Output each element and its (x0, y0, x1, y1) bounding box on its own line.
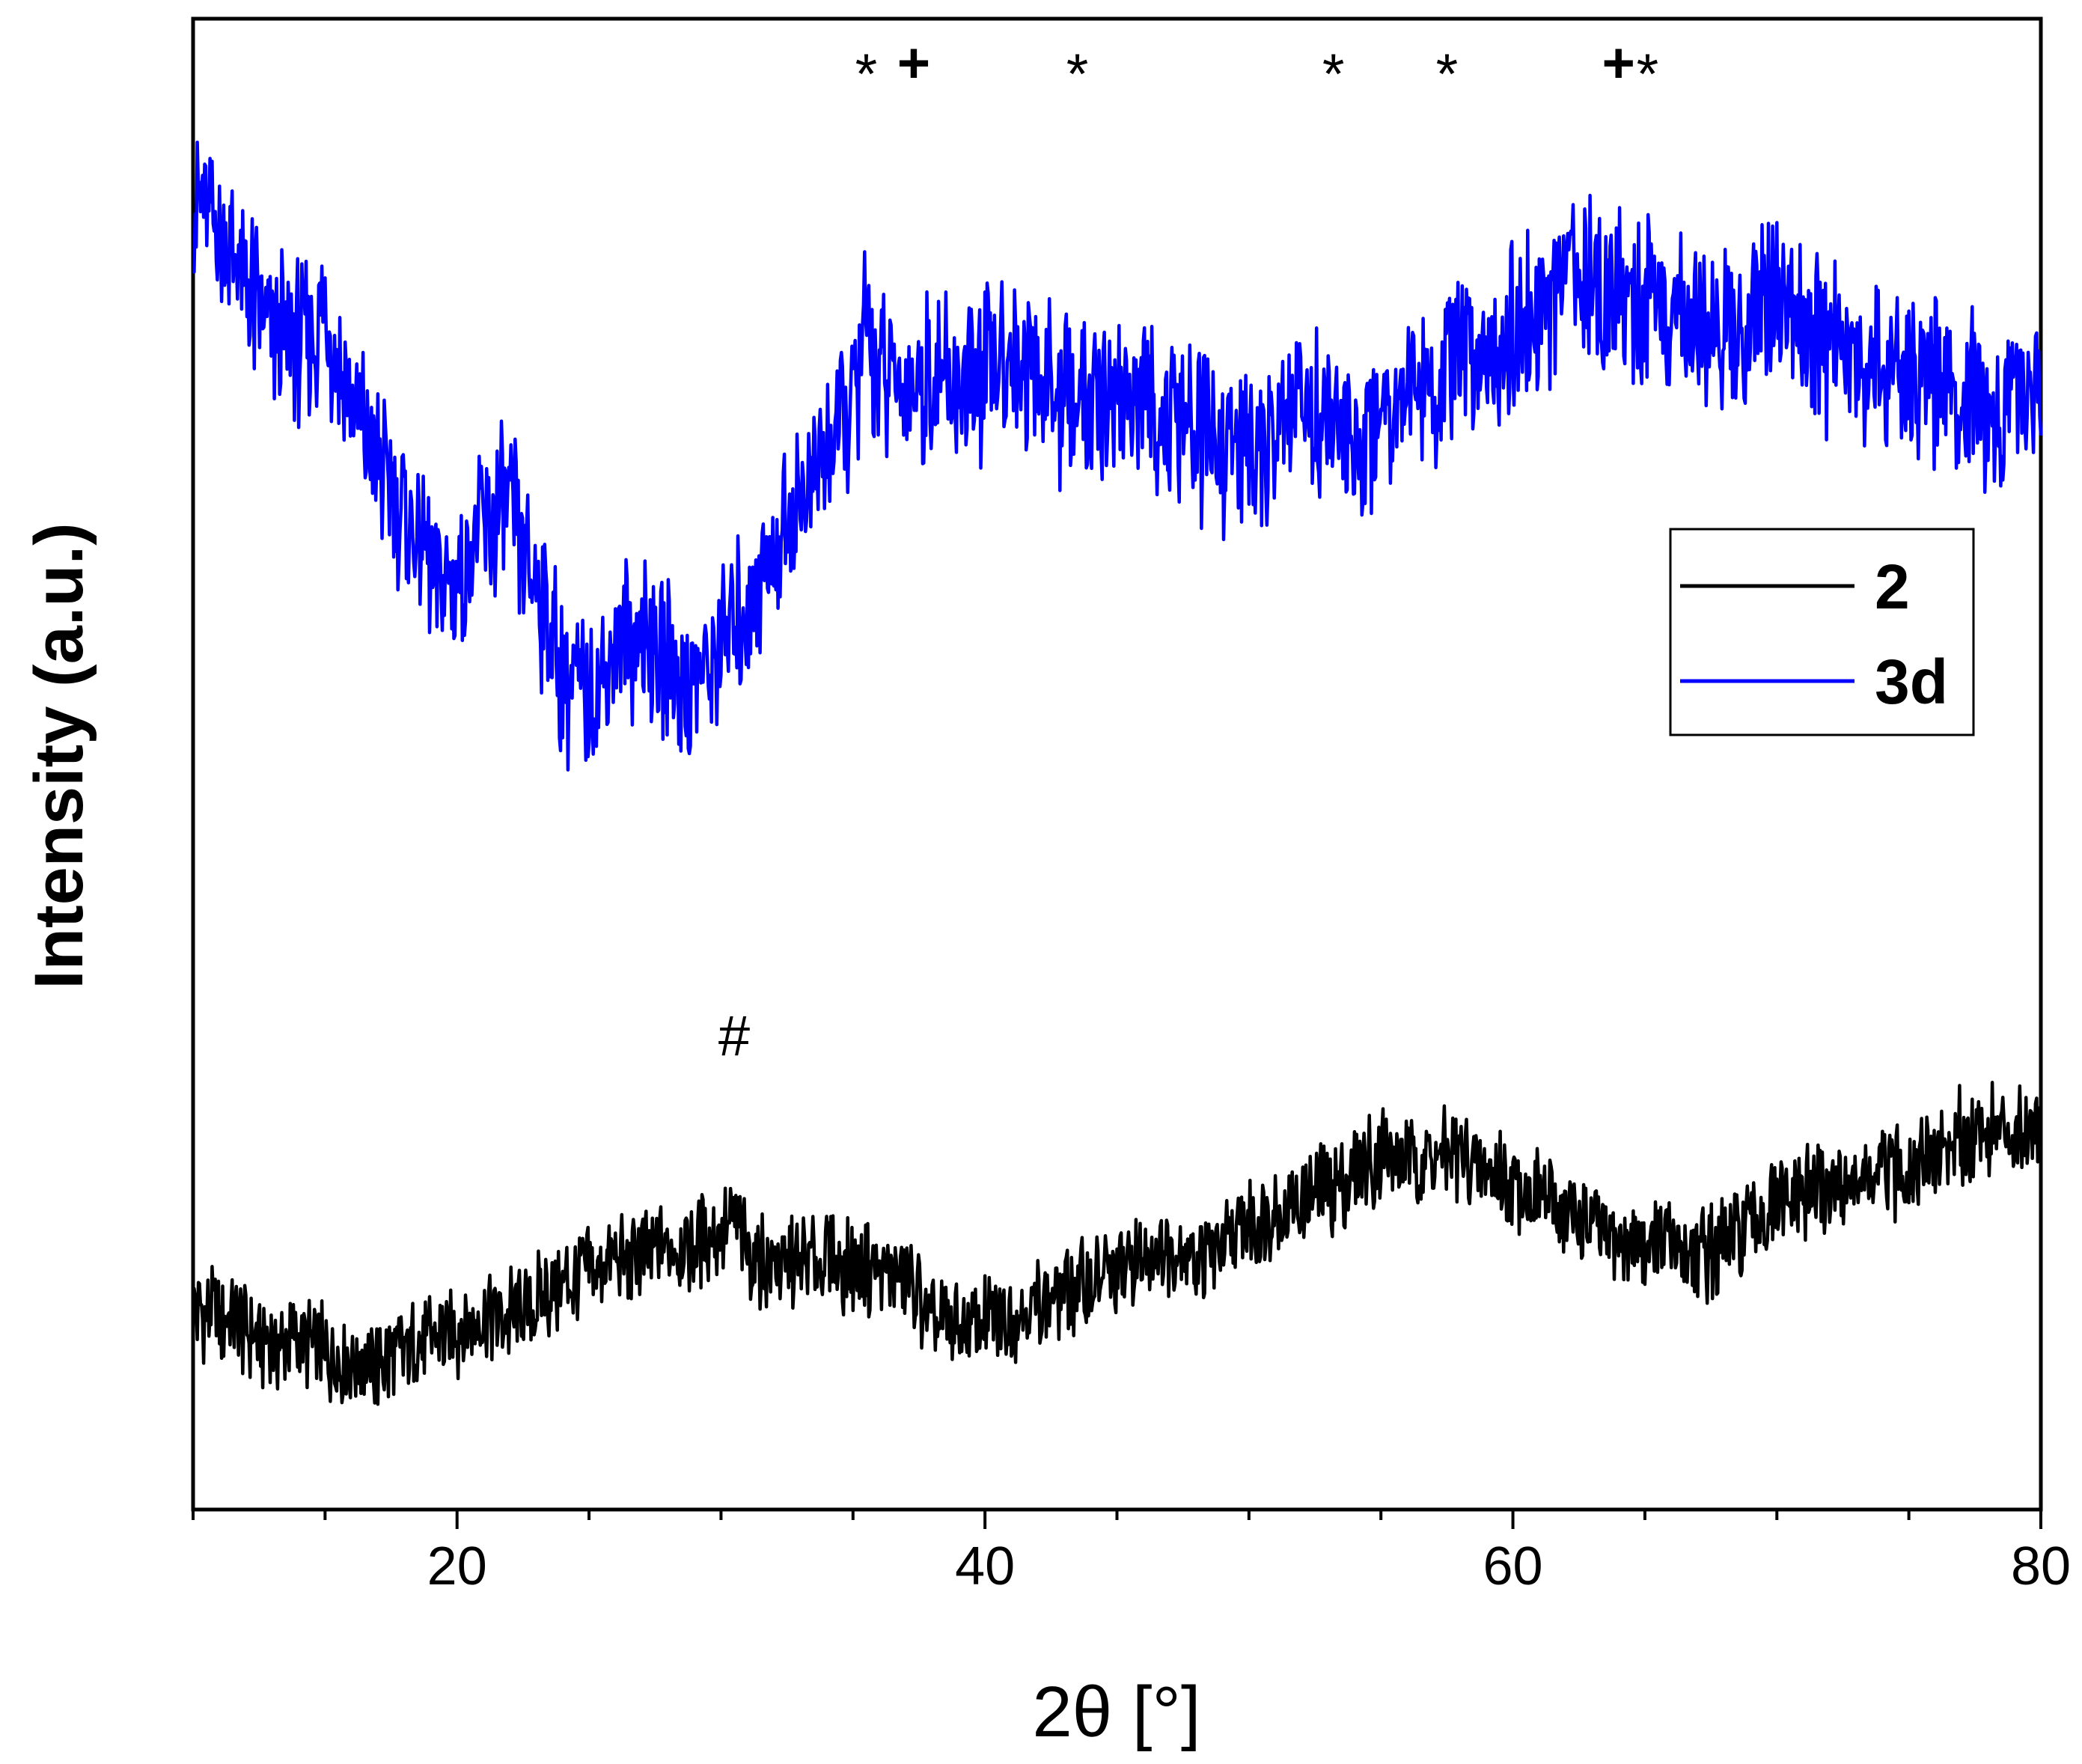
legend-box (1669, 528, 1975, 736)
x-tick-label: 20 (427, 1536, 487, 1596)
peak-annotation: + (897, 31, 930, 95)
peak-annotation: * (1637, 43, 1659, 106)
peak-annotations: * + * * * + *# (718, 31, 1658, 1068)
legend-label-3d: 3d (1875, 647, 1948, 717)
series-2-line (191, 1081, 2043, 1406)
x-tick-label: 60 (1483, 1536, 1543, 1596)
x-tick-label: 80 (2011, 1536, 2071, 1596)
peak-annotation: * (1436, 43, 1459, 106)
peak-annotation: # (718, 1004, 750, 1068)
legend: 2 3d (1669, 528, 1975, 736)
peak-annotation: + (1602, 31, 1634, 95)
legend-label-2: 2 (1875, 552, 1910, 622)
x-axis-title: 2θ [°] (1032, 1672, 1200, 1752)
peak-annotation: * (1066, 43, 1089, 106)
peak-annotation: * (1322, 43, 1345, 106)
peak-annotation: * (855, 43, 878, 106)
y-axis-title: Intensity (a.u.) (21, 522, 97, 989)
x-tick-label: 40 (955, 1536, 1015, 1596)
series-3d-line (192, 140, 2043, 772)
x-axis-ticks: 20 40 60 80 (192, 1510, 2071, 1596)
